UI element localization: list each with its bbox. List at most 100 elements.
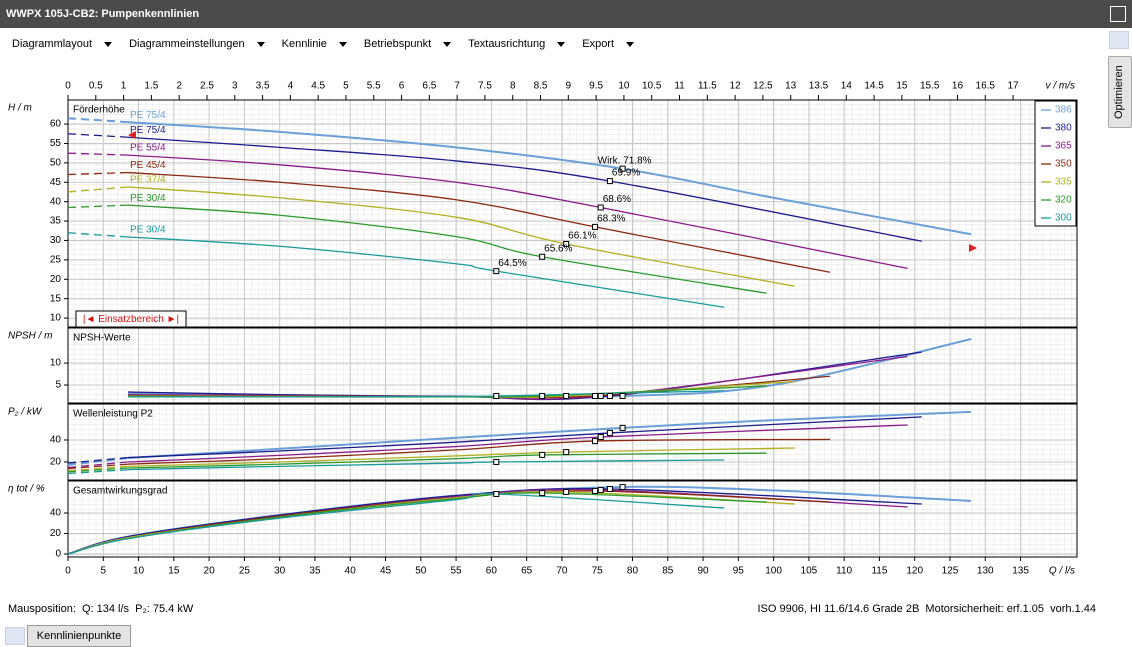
maximize-button[interactable] bbox=[1110, 6, 1126, 22]
curve-label: PE 75/4 bbox=[130, 125, 166, 136]
point-marker bbox=[539, 253, 546, 260]
curve-p2 bbox=[127, 459, 725, 471]
curve-p2 bbox=[67, 467, 129, 473]
panel-frame bbox=[67, 403, 1078, 481]
x2-tick-label: 12 bbox=[730, 81, 742, 92]
range-marker-left bbox=[128, 131, 136, 139]
point-marker bbox=[539, 490, 546, 496]
point-marker bbox=[493, 491, 500, 498]
curve-label: PE 75/4 bbox=[130, 110, 166, 121]
x-tick-label: 95 bbox=[733, 566, 745, 577]
curve-h bbox=[67, 117, 129, 124]
range-marker-right bbox=[969, 244, 977, 252]
x-tick-label: 30 bbox=[274, 566, 286, 577]
dropdown-arrow[interactable] bbox=[338, 41, 347, 47]
x-tick-label: 125 bbox=[942, 566, 959, 577]
dropdown-arrow[interactable] bbox=[256, 41, 265, 47]
point-marker bbox=[606, 178, 613, 185]
curve-p2 bbox=[67, 461, 129, 469]
panel-frame bbox=[67, 480, 1078, 558]
x2-tick-label: 10 bbox=[618, 81, 630, 92]
curve-npsh bbox=[127, 390, 725, 398]
menu-item[interactable]: Textausrichtung bbox=[468, 38, 566, 50]
x-tick-label: 65 bbox=[521, 566, 533, 577]
point-label: 69.9% bbox=[612, 168, 640, 179]
x2-tick-label: 4.5 bbox=[311, 81, 325, 92]
curve-label: PE 30/4 bbox=[130, 225, 166, 236]
grid bbox=[64, 95, 1078, 561]
x2-tick-label: 5.5 bbox=[367, 81, 381, 92]
y-tick-label: 40 bbox=[50, 435, 62, 446]
menu-label: Export bbox=[582, 38, 615, 50]
panel-title: NPSH-Werte bbox=[73, 333, 131, 344]
range-box bbox=[75, 310, 187, 328]
x-tick-label: 55 bbox=[451, 566, 463, 577]
menu-item[interactable]: Betriebspunkt bbox=[364, 38, 452, 50]
y-tick-label: 10 bbox=[50, 358, 62, 369]
point-marker bbox=[592, 438, 599, 445]
menu-item[interactable]: Kennlinie bbox=[282, 38, 347, 50]
x-tick-label: 45 bbox=[380, 566, 392, 577]
menu-item[interactable]: Diagrammlayout bbox=[12, 38, 113, 50]
point-label: 66.1% bbox=[568, 231, 596, 242]
curve-h bbox=[67, 133, 129, 138]
pin-icon-bottom[interactable] bbox=[5, 627, 25, 645]
curve-h bbox=[127, 204, 767, 294]
x2-tick-label: 2.5 bbox=[200, 81, 214, 92]
y-tick-label: 45 bbox=[50, 177, 62, 188]
dropdown-arrow[interactable] bbox=[104, 41, 113, 47]
point-marker bbox=[493, 392, 500, 399]
x-tick-label: 115 bbox=[871, 566, 887, 577]
curve-p2 bbox=[127, 438, 831, 465]
y-tick-label: 20 bbox=[50, 528, 62, 539]
legend-label: 335 bbox=[1055, 177, 1072, 188]
menu-label: Diagrammeinstellungen bbox=[129, 38, 245, 50]
dropdown-arrow[interactable] bbox=[443, 41, 452, 47]
curve-h bbox=[67, 204, 129, 209]
x2-tick-label: 9.5 bbox=[589, 81, 603, 92]
curve-p2 bbox=[127, 452, 767, 469]
point-marker bbox=[563, 392, 570, 399]
x-tick-label: 0 bbox=[65, 566, 71, 577]
x2-tick-label: 1.5 bbox=[144, 81, 158, 92]
points-button[interactable]: Kennlinienpunkte bbox=[27, 625, 131, 647]
curves bbox=[67, 117, 972, 555]
x2-tick-label: 17 bbox=[1008, 81, 1020, 92]
pin-icon[interactable] bbox=[1109, 31, 1129, 49]
dropdown-arrow[interactable] bbox=[557, 41, 566, 47]
x2-tick-label: 11.5 bbox=[698, 81, 717, 92]
point-marker bbox=[619, 392, 626, 399]
y-tick-label: 25 bbox=[50, 255, 62, 266]
curve-h bbox=[127, 186, 795, 287]
x2-tick-label: 6 bbox=[399, 81, 405, 92]
panel-title: Förderhöhe bbox=[73, 105, 125, 116]
point-marker bbox=[597, 433, 604, 440]
side-tab-label: Optimieren bbox=[1113, 65, 1125, 119]
point-label: 64.5% bbox=[498, 258, 526, 269]
point-marker bbox=[592, 487, 599, 494]
curve-p2 bbox=[67, 469, 129, 475]
labels: 0 5 10 15 20 25 30 35 40 45 50 55 60 65 70 75 80 85 90 95 10… bbox=[8, 81, 1077, 577]
point-marker bbox=[563, 449, 570, 456]
legend-label: 350 bbox=[1055, 159, 1072, 170]
curve-h bbox=[127, 121, 972, 236]
point-marker bbox=[592, 392, 599, 399]
x-tick-label: 35 bbox=[309, 566, 321, 577]
curve-h bbox=[67, 171, 128, 176]
panel-title: Gesamtwirkungsgrad bbox=[73, 486, 167, 497]
panel-frame bbox=[67, 99, 1078, 328]
curve-p2 bbox=[67, 465, 129, 472]
legend-label: 300 bbox=[1055, 213, 1072, 224]
menu-label: Kennlinie bbox=[281, 38, 327, 50]
dropdown-arrow[interactable] bbox=[626, 41, 635, 47]
curve-h bbox=[127, 171, 831, 273]
menu-item[interactable]: Diagrammeinstellungen bbox=[129, 38, 265, 50]
x-tick-label: 130 bbox=[977, 566, 994, 577]
menu-item[interactable]: Export bbox=[582, 38, 635, 50]
side-tab[interactable]: Optimieren bbox=[1108, 56, 1132, 128]
curve-p2 bbox=[127, 447, 795, 468]
x-tick-label: 5 bbox=[100, 566, 106, 577]
x-tick-label: 40 bbox=[345, 566, 357, 577]
menu-label: Diagrammlayout bbox=[12, 38, 93, 50]
